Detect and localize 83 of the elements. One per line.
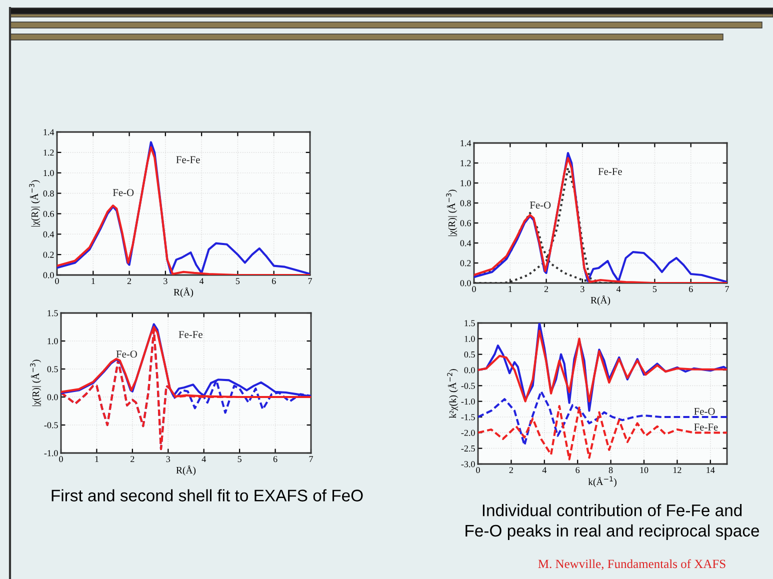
text: Individual contribution of Fe-Fe and Fe-O peaks in real and reciprocal space: [466, 504, 760, 540]
x-tick-label: 14: [706, 467, 715, 474]
y-tick-label: 0.8: [460, 200, 471, 206]
y-tick-label: 0.4: [43, 231, 54, 238]
x-tick-label: 4: [616, 286, 621, 292]
x-tick-label: 1: [95, 456, 98, 462]
x-tick-label: 7: [725, 286, 729, 292]
x-tick-label: 0: [472, 286, 476, 292]
annotation: Fe-Fe: [176, 156, 200, 164]
x-tick-label: 1: [92, 278, 95, 284]
x-tick-label: 12: [673, 467, 682, 474]
annotation: Fe-Fe: [598, 168, 622, 176]
y-tick-label: -0.5: [44, 422, 58, 428]
x-axis-title: k(Å$^{−1}$): [588, 476, 616, 488]
y-tick-label: 1.5: [464, 320, 475, 326]
y-tick-label: 1.0: [460, 180, 471, 186]
text: First and second shell fit to EXAFS of FeO: [52, 489, 363, 502]
y-tick-label: -2.5: [461, 445, 475, 452]
x-tick-label: 2: [127, 278, 132, 284]
y-tick-label: 0.6: [460, 220, 471, 226]
y-tick-label: -2.0: [461, 430, 475, 436]
x-tick-label: 5: [236, 278, 240, 284]
annotation: Fe-Fe: [694, 424, 718, 431]
annotation: Fe-O: [116, 350, 137, 358]
y-tick-label: -1.5: [461, 414, 475, 420]
x-tick-label: 0: [476, 467, 480, 474]
x-tick-label: 2: [544, 286, 548, 292]
y-tick-label: 0.2: [460, 260, 471, 266]
y-tick-label: 1.2: [44, 150, 54, 156]
x-tick-label: 6: [576, 467, 580, 474]
y-tick-label: 0.4: [460, 240, 472, 246]
x-tick-label: 4: [199, 278, 204, 284]
y-axis-title: k²χ(k) (Å$^{−2}$): [447, 369, 458, 418]
text: M. Newville, Fundamentals of XAFS: [538, 559, 726, 570]
x-tick-label: 8: [608, 467, 613, 474]
x-tick-label: 4: [542, 467, 547, 474]
x-tick-label: 6: [272, 278, 276, 284]
x-tick-label: 3: [164, 278, 168, 284]
y-tick-label: 0.0: [47, 394, 58, 400]
x-tick-label: 7: [308, 278, 312, 284]
annotation: Fe-O: [694, 408, 715, 415]
y-tick-label: 0.0: [464, 367, 475, 374]
x-tick-label: 6: [273, 456, 278, 462]
x-tick-label: 4: [202, 456, 206, 462]
x-tick-label: 0: [59, 456, 63, 462]
y-tick-label: 0.8: [43, 190, 54, 197]
y-tick-label: -1.0: [461, 398, 475, 405]
x-tick-label: 5: [238, 456, 242, 462]
y-tick-label: 0.6: [43, 210, 54, 217]
y-tick-label: 0.5: [47, 366, 58, 372]
x-tick-label: 2: [509, 467, 513, 474]
x-axis-title: R(Å): [174, 287, 194, 298]
x-tick-label: 3: [580, 286, 584, 292]
y-tick-label: 1.0: [44, 170, 54, 176]
y-tick-label: -3.0: [461, 461, 475, 468]
x-tick-label: 1: [508, 286, 512, 292]
x-axis-title: R(Å): [176, 465, 196, 476]
y-axis-title: |χ(R)| (Å$^{−3}$): [30, 360, 42, 406]
x-axis-title: R(Å): [590, 295, 610, 306]
y-tick-label: 0.5: [464, 351, 475, 358]
y-tick-label: 0.2: [43, 252, 54, 258]
annotation: Fe-O: [112, 189, 134, 196]
y-tick-label: 0.0: [460, 280, 471, 286]
annotation: Fe-O: [530, 202, 551, 209]
annotation: Fe-Fe: [178, 331, 202, 338]
y-tick-label: 1.0: [464, 336, 475, 342]
y-tick-label: 1.4: [460, 140, 472, 146]
x-tick-label: 0: [55, 278, 59, 284]
x-tick-label: 2: [130, 456, 134, 462]
y-tick-label: 0.0: [43, 272, 54, 278]
y-tick-label: 1.5: [48, 310, 58, 316]
y-axis-title: |χ(R)| (Å$^{−3}$): [446, 190, 458, 236]
x-tick-label: 5: [652, 286, 657, 292]
x-tick-label: 3: [166, 456, 170, 462]
x-tick-label: 7: [309, 456, 313, 462]
y-tick-label: 1.2: [460, 160, 471, 166]
y-tick-label: 1.4: [44, 129, 54, 136]
y-axis-title: |χ(R)| (Å$^{−3}$): [29, 180, 40, 227]
y-tick-label: -1.0: [44, 450, 58, 456]
y-tick-label: 1.0: [48, 338, 58, 344]
x-tick-label: 6: [688, 286, 693, 292]
y-tick-label: -0.5: [461, 382, 475, 389]
x-tick-label: 10: [640, 467, 648, 474]
